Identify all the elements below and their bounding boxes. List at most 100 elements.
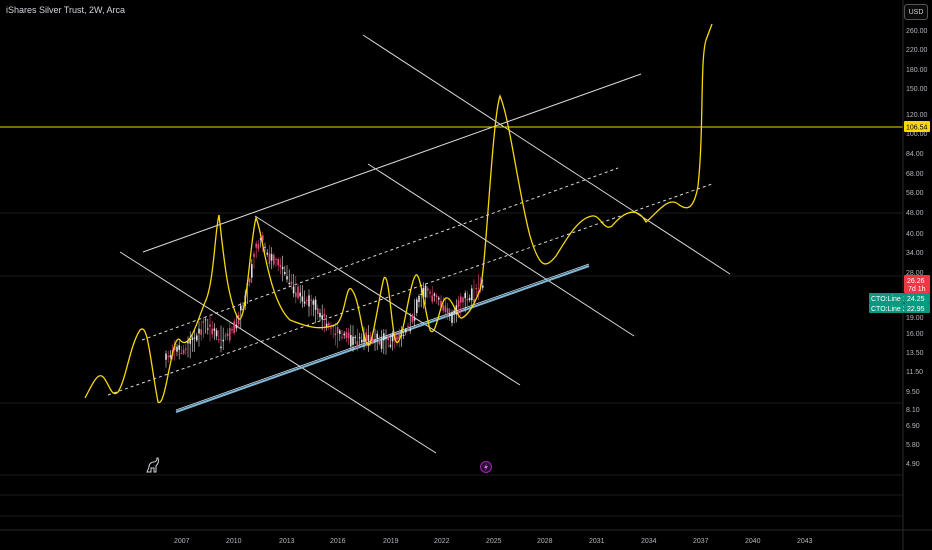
diagonal-line-3 bbox=[254, 215, 521, 386]
candle-body bbox=[299, 292, 301, 297]
candle-body bbox=[317, 308, 319, 315]
candle-body bbox=[466, 299, 469, 301]
svg-text:106.54: 106.54 bbox=[906, 125, 928, 132]
candle-body bbox=[178, 345, 180, 350]
candle-body bbox=[451, 312, 453, 323]
candle-body bbox=[442, 305, 444, 311]
svg-text:CTO:Line 2: CTO:Line 2 bbox=[871, 306, 907, 313]
level-price-tag: 106.54 bbox=[904, 121, 930, 132]
candle-body bbox=[180, 352, 183, 354]
price-tick: 6.90 bbox=[906, 423, 920, 430]
candle-body bbox=[297, 286, 299, 299]
time-tick: 2022 bbox=[434, 538, 450, 545]
candle-body bbox=[292, 286, 295, 294]
candle-body bbox=[385, 336, 387, 339]
candle-body bbox=[354, 336, 356, 338]
candle-body bbox=[449, 314, 451, 316]
candle-body bbox=[468, 297, 471, 301]
candle-body bbox=[372, 338, 374, 342]
candle-body bbox=[402, 335, 405, 337]
candle-body bbox=[251, 264, 253, 278]
price-tick: 150.00 bbox=[906, 86, 928, 93]
time-tick: 2019 bbox=[383, 538, 399, 545]
candle-body bbox=[350, 335, 352, 347]
candle-body bbox=[308, 295, 310, 307]
candle-body bbox=[198, 328, 200, 334]
candle-body bbox=[303, 301, 306, 304]
candle-body bbox=[453, 310, 455, 314]
candle-body bbox=[358, 337, 361, 339]
candle-body bbox=[209, 324, 211, 327]
lightning-icon[interactable] bbox=[480, 461, 492, 473]
candle-body bbox=[407, 326, 409, 328]
drawing-lines[interactable] bbox=[107, 34, 731, 454]
candle-body bbox=[295, 292, 297, 297]
price-tick: 4.90 bbox=[906, 461, 920, 468]
symbol-title: iShares Silver Trust, 2W, Arca bbox=[6, 5, 126, 15]
price-tick: 8.10 bbox=[906, 407, 920, 414]
candle-body bbox=[211, 328, 213, 335]
candle-body bbox=[343, 333, 345, 336]
candle-body bbox=[290, 281, 293, 285]
channel-lower-dashed-line bbox=[141, 167, 619, 341]
cto-line1-tag: CTO:Line 1 24.25 bbox=[869, 293, 930, 303]
candle-body bbox=[420, 293, 422, 296]
candle-body bbox=[191, 337, 194, 341]
candle-body bbox=[378, 339, 381, 345]
candle-body bbox=[231, 329, 233, 331]
price-scale[interactable]: 260.00 220.00 180.00 150.00 120.00 100.0… bbox=[906, 28, 928, 468]
candle-body bbox=[248, 278, 251, 283]
channel-upper-line bbox=[142, 73, 642, 253]
candle-body bbox=[233, 321, 235, 334]
candle-body bbox=[182, 349, 185, 354]
grid-lines bbox=[0, 212, 903, 517]
candle-body bbox=[374, 340, 376, 342]
candle-body bbox=[189, 338, 191, 344]
channel-middle-dashed-line bbox=[107, 183, 713, 396]
candle-body bbox=[229, 328, 231, 341]
candle-body bbox=[446, 308, 449, 316]
candle-body bbox=[314, 299, 317, 310]
cto-line2-tag: CTO:Line 2 22.95 bbox=[869, 303, 930, 313]
price-tick: 5.80 bbox=[906, 442, 920, 449]
candle-body bbox=[319, 312, 321, 318]
candle-body bbox=[213, 328, 216, 331]
candle-body bbox=[405, 329, 407, 333]
candle-body bbox=[347, 332, 350, 339]
candle-body bbox=[310, 299, 312, 301]
time-tick: 2034 bbox=[641, 538, 657, 545]
candle-body bbox=[365, 332, 367, 342]
candle-body bbox=[222, 339, 224, 342]
candle-body bbox=[255, 243, 257, 248]
candle-body bbox=[277, 259, 279, 266]
candle-body bbox=[411, 314, 414, 322]
candle-body bbox=[268, 253, 271, 264]
candle-body bbox=[457, 300, 460, 307]
candle-body bbox=[226, 333, 229, 337]
candle-body bbox=[409, 329, 411, 332]
candle-body bbox=[270, 254, 273, 261]
candle-body bbox=[253, 253, 255, 257]
dino-icon[interactable] bbox=[146, 457, 159, 473]
candle-body bbox=[471, 288, 473, 301]
candle-body bbox=[391, 333, 394, 342]
candle-body bbox=[427, 288, 429, 291]
support-trendline[interactable] bbox=[175, 265, 590, 413]
projection-curve[interactable] bbox=[84, 23, 713, 403]
price-tick: 220.00 bbox=[906, 47, 928, 54]
candle-body bbox=[325, 323, 328, 328]
candle-body bbox=[334, 333, 337, 336]
svg-text:CTO:Line 1: CTO:Line 1 bbox=[871, 296, 907, 303]
price-tick: 9.50 bbox=[906, 389, 920, 396]
candle-body bbox=[215, 330, 218, 337]
time-scale[interactable]: 2007 2010 2013 2016 2019 2022 2025 2028 … bbox=[174, 538, 813, 545]
currency-button[interactable]: USD bbox=[904, 4, 928, 20]
price-tick: 84.00 bbox=[906, 151, 924, 158]
candle-body bbox=[363, 334, 365, 343]
candle-body bbox=[431, 295, 433, 302]
last-price-tag: 26.26 7d 1h bbox=[904, 275, 930, 293]
candle-body bbox=[275, 258, 277, 260]
candle-body bbox=[193, 337, 196, 339]
candle-body bbox=[196, 335, 198, 341]
